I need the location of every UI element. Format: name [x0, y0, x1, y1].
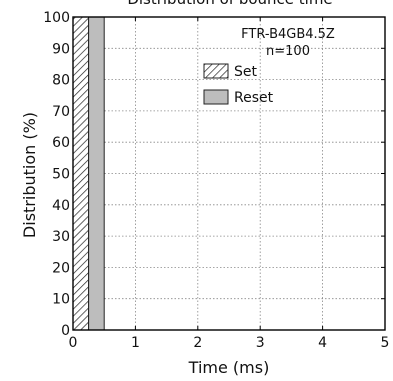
bar-reset	[88, 16, 105, 331]
bars	[72, 16, 105, 331]
x-tick-label: 2	[193, 335, 202, 351]
legend: Set Reset	[203, 63, 274, 106]
y-tick-label: 20	[52, 260, 70, 276]
y-tick-label: 100	[43, 10, 70, 26]
y-tick-labels: 0 10 20 30 40 50 60 70 80 90 100	[43, 10, 70, 339]
plot-frame	[72, 16, 386, 331]
y-tick-label: 30	[52, 229, 70, 245]
legend-swatch-reset	[203, 89, 229, 105]
annotation-model: FTR-B4GB4.5Z	[241, 27, 335, 42]
y-tick-label: 70	[52, 104, 70, 120]
y-tick-label: 60	[52, 135, 70, 151]
y-tick-label: 40	[52, 198, 70, 214]
x-tick-label: 1	[131, 335, 140, 351]
legend-label-set: Set	[234, 64, 258, 80]
x-tick-label: 0	[69, 335, 78, 351]
x-tick-labels: 0 1 2 3 4 5	[69, 335, 390, 351]
legend-label-reset: Reset	[234, 90, 274, 106]
bar-set	[72, 16, 90, 331]
legend-swatch-set	[203, 63, 229, 79]
y-axis-label: Distribution (%)	[20, 112, 39, 238]
grid	[72, 16, 386, 331]
y-tick-label: 50	[52, 167, 70, 183]
x-tick-label: 3	[256, 335, 265, 351]
y-tick-label: 80	[52, 73, 70, 89]
y-tick-label: 10	[52, 292, 70, 308]
y-tick-label: 0	[61, 323, 70, 339]
x-axis-label: Time (ms)	[188, 358, 270, 377]
annotation-sample-size: n=100	[266, 44, 310, 59]
y-tick-label: 90	[52, 41, 70, 57]
chart-title: Distribution of bounce time	[127, 0, 332, 8]
x-tick-label: 4	[318, 335, 327, 351]
x-tick-label: 5	[381, 335, 390, 351]
